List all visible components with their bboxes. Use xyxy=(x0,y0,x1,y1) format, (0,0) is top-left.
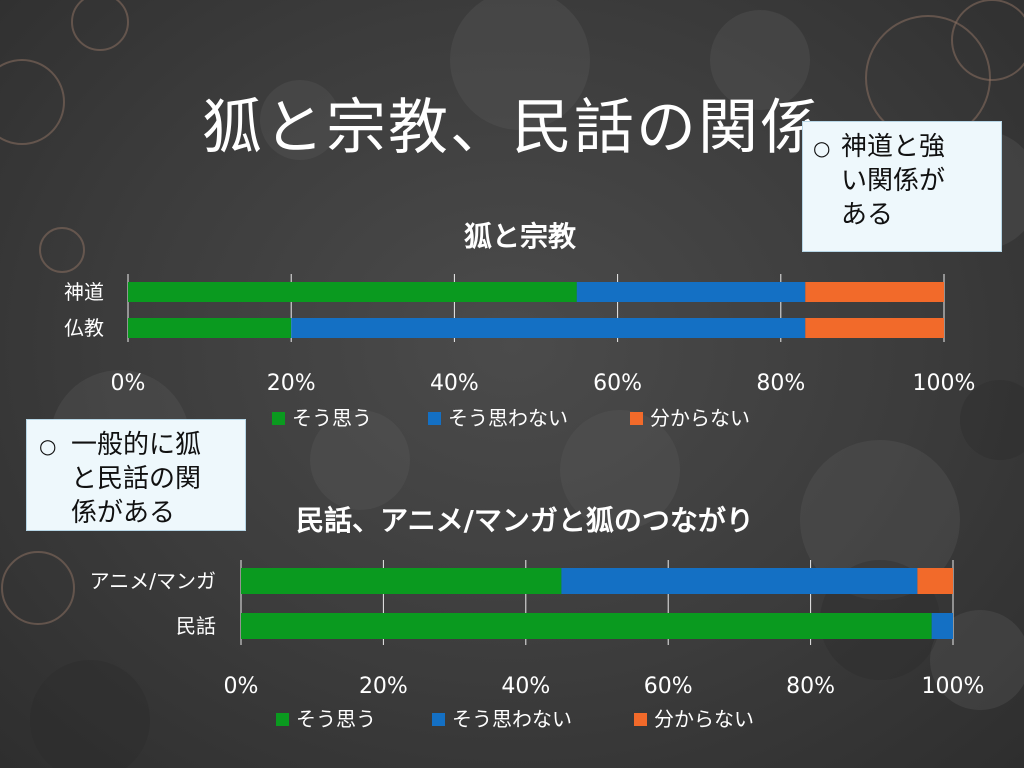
legend-label: そう思う xyxy=(292,406,372,430)
legend-label: 分からない xyxy=(654,707,754,731)
tick-label: 40% xyxy=(430,371,479,396)
bar-segment xyxy=(805,318,944,338)
tick-label: 20% xyxy=(267,371,316,396)
legend-label: そう思わない xyxy=(448,406,568,430)
note-line: ある xyxy=(841,200,894,230)
category-label: 神道 xyxy=(64,280,104,304)
category-label: 民話 xyxy=(176,614,216,638)
chart-title: 狐と宗教 xyxy=(464,220,576,253)
bar-segment xyxy=(805,282,944,302)
tick-label: 60% xyxy=(644,674,693,699)
legend-label: そう思わない xyxy=(452,707,572,731)
legend-swatch xyxy=(630,412,643,425)
bar-segment xyxy=(931,613,953,639)
note-bullet: ○ xyxy=(39,434,57,458)
legend-label: 分からない xyxy=(650,406,750,430)
bar-segment xyxy=(291,318,806,338)
bar-segment xyxy=(241,568,562,594)
tick-label: 80% xyxy=(786,674,835,699)
legend-swatch xyxy=(272,412,285,425)
bar-segment xyxy=(128,282,577,302)
note-line: い関係が xyxy=(841,166,946,196)
note-line: 係がある xyxy=(71,498,176,528)
category-label: 仏教 xyxy=(64,316,104,340)
tick-label: 0% xyxy=(224,674,259,699)
note-bullet: ○ xyxy=(813,136,831,160)
note-line: 神道と強 xyxy=(841,132,946,162)
tick-label: 20% xyxy=(359,674,408,699)
tick-label: 0% xyxy=(111,371,146,396)
slide-title: 狐と宗教、民話の関係 xyxy=(202,93,822,163)
category-label: アニメ/マンガ xyxy=(90,569,216,593)
tick-label: 60% xyxy=(593,371,642,396)
legend-label: そう思う xyxy=(296,707,376,731)
legend-swatch xyxy=(428,412,441,425)
note-box-shinto: ○ 神道と強 い関係が ある xyxy=(802,121,1002,252)
legend-swatch xyxy=(276,713,289,726)
legend-swatch xyxy=(634,713,647,726)
bar-segment xyxy=(561,568,918,594)
note-box-folklore: ○ 一般的に狐 と民話の関 係がある xyxy=(26,419,246,531)
bar-segment xyxy=(917,568,953,594)
tick-label: 100% xyxy=(922,674,985,699)
bar-segment xyxy=(576,282,806,302)
tick-label: 80% xyxy=(756,371,805,396)
chart-title: 民話、アニメ/マンガと狐のつながり xyxy=(296,504,754,537)
bar-segment xyxy=(128,318,292,338)
note-line: と民話の関 xyxy=(71,464,202,494)
legend-swatch xyxy=(432,713,445,726)
bar-segment xyxy=(241,613,932,639)
tick-label: 40% xyxy=(501,674,550,699)
note-line: 一般的に狐 xyxy=(71,430,202,460)
tick-label: 100% xyxy=(913,371,976,396)
